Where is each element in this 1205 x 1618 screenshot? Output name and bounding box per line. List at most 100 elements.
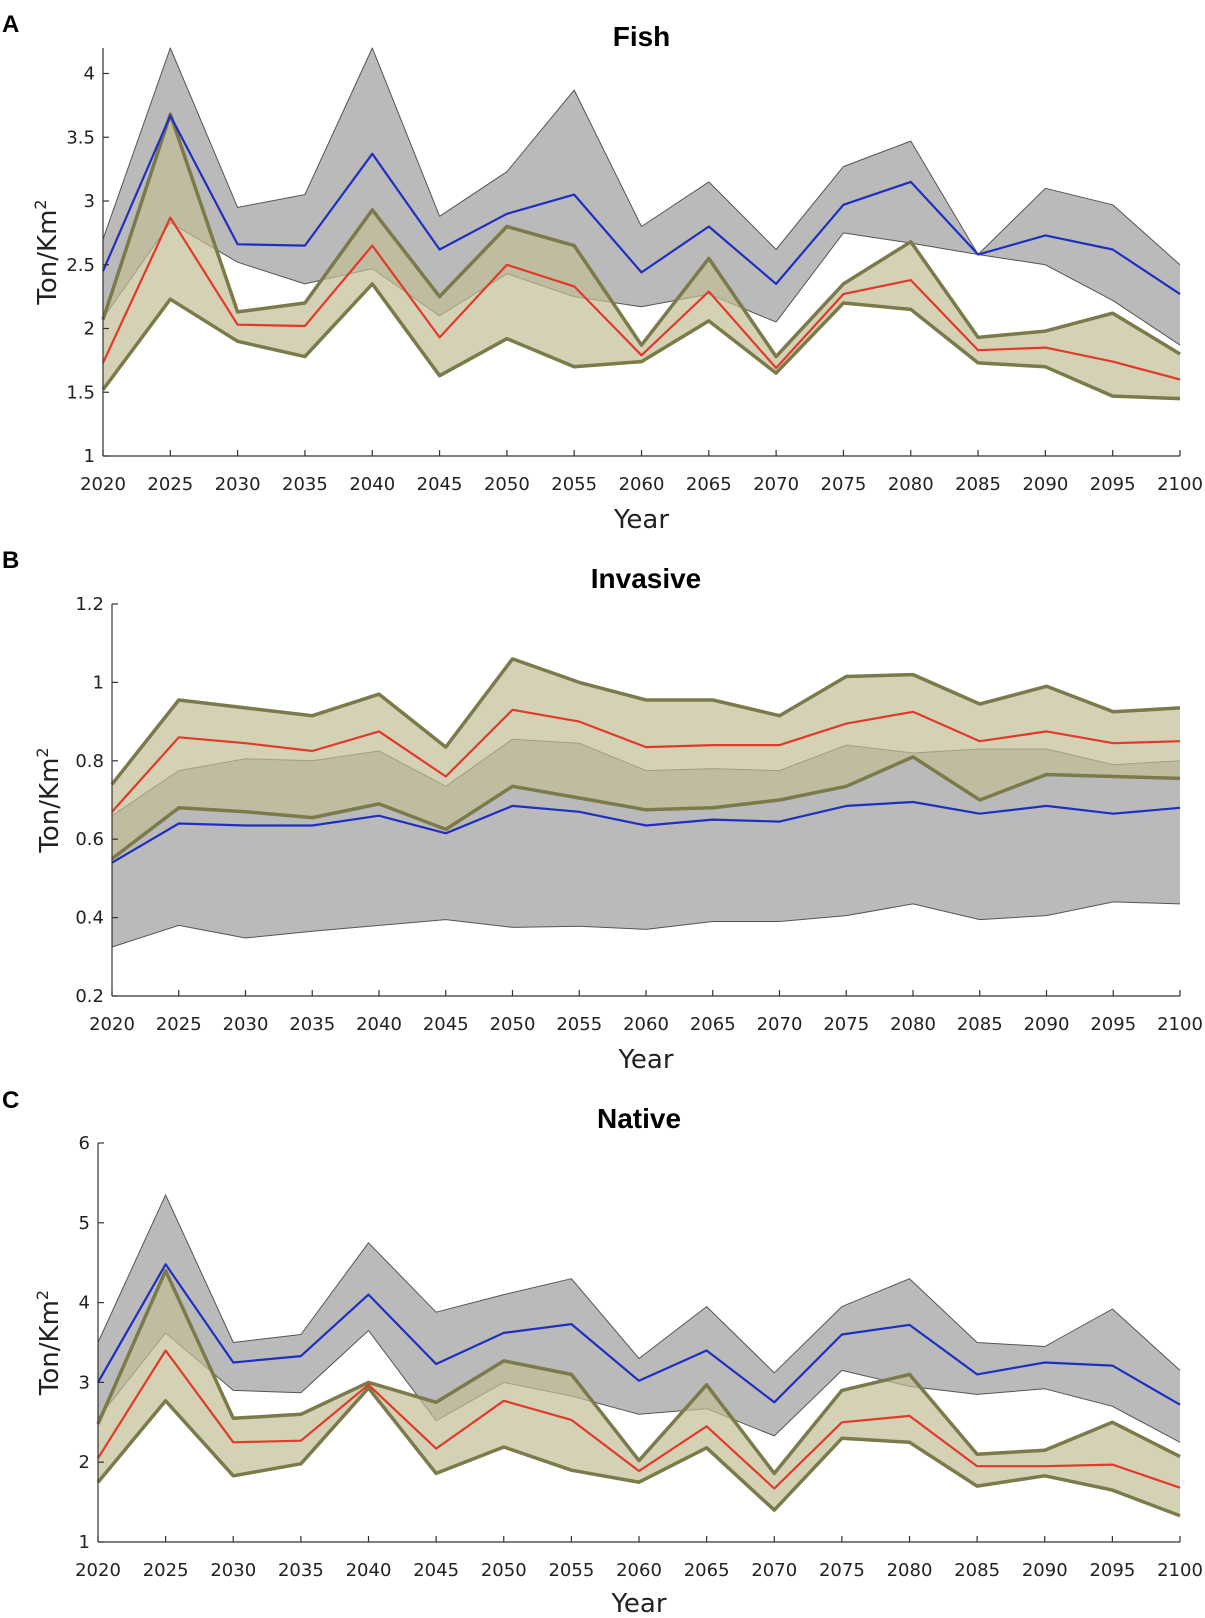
y-axis-label-base: Ton/Km [35,758,65,854]
x-tick-label: 2020 [80,474,126,495]
olive-band-upper-edge [101,112,1181,359]
y-tick-label: 1 [79,1532,90,1553]
x-axis-label: Year [617,1045,673,1075]
x-tick-label: 2045 [413,1560,459,1581]
y-tick-label: 3 [84,191,95,212]
x-tick-label: 2055 [556,1014,602,1035]
x-tick-label: 2055 [551,474,597,495]
x-tick-label: 2075 [823,1014,869,1035]
olive-band-fill [98,1270,1180,1516]
y-tick-label: 5 [79,1213,90,1234]
y-tick-label: 4 [84,64,95,85]
x-tick-label: 2075 [821,474,867,495]
y-axis-label: Ton/Km2 [33,747,65,853]
x-tick-label: 2030 [215,474,261,495]
grey-band-lower-edge [102,222,1181,346]
x-tick-label: 2040 [356,1014,402,1035]
olive-band-lower-edge [101,282,1181,401]
olive-band-fill [112,658,1180,859]
red-mean-line [97,1349,1181,1490]
x-tick-label: 2035 [289,1014,335,1035]
x-tick-label: 2035 [278,1560,324,1581]
x-tick-label: 2070 [751,1560,797,1581]
y-tick-label: 2 [84,319,95,340]
y-tick-label: 0.8 [75,751,104,772]
x-tick-label: 2060 [619,474,665,495]
x-tick-label: 2050 [484,474,530,495]
chart-title: Invasive [591,563,702,594]
x-tick-label: 2080 [890,1014,936,1035]
x-tick-label: 2100 [1157,474,1203,495]
y-axis-label: Ton/Km2 [33,1290,65,1396]
x-tick-label: 2035 [282,474,328,495]
panel-invasive: B Invasive 0.2 0.4 0.6 0.8 1 1.2 2020 2025 2030 203… [2,547,1203,1075]
x-tick-label: 2080 [888,474,934,495]
y-tick-label: 1.5 [66,382,95,403]
x-tick-label: 2085 [957,1014,1003,1035]
x-tick-label: 2025 [147,474,193,495]
x-tick-label: 2065 [684,1560,730,1581]
x-tick-label: 2040 [346,1560,392,1581]
chart-title: Fish [613,21,671,52]
y-tick-label: 0.4 [75,908,104,929]
x-tick-label: 2100 [1157,1560,1203,1581]
x-tick-label: 2075 [819,1560,865,1581]
grey-band-fill [103,48,1180,346]
x-tick-label: 2060 [616,1560,662,1581]
y-axis-label: Ton/Km2 [31,199,63,305]
y-tick-label: 3.5 [66,127,95,148]
x-tick-label: 2025 [156,1014,202,1035]
x-tick-label: 2065 [686,474,732,495]
y-axis-label-superscript: 2 [33,747,52,757]
x-tick-label: 2060 [623,1014,669,1035]
x-tick-label: 2030 [223,1014,269,1035]
y-tick-label: 0.2 [75,986,104,1007]
blue-mean-line [111,800,1181,864]
x-tick-label: 2045 [417,474,463,495]
panel-letter: A [2,11,19,38]
grey-band-lower-edge [97,1330,1181,1443]
grey-band-upper-edge [97,1194,1181,1374]
y-tick-label: 3 [79,1372,90,1393]
panel-native: C Native 1 2 3 4 5 6 2020 2025 2030 2035 2040 2045 205… [2,1087,1203,1618]
x-axis-label: Year [610,1589,666,1618]
red-mean-line [102,216,1181,381]
y-tick-label: 1 [93,672,104,693]
x-axis-label: Year [613,505,669,535]
x-tick-label: 2095 [1090,1014,1136,1035]
y-axis-label-base: Ton/Km [35,1300,65,1396]
x-tick-label: 2020 [89,1014,135,1035]
blue-mean-line [101,114,1181,296]
x-tick-label: 2095 [1090,474,1136,495]
x-tick-label: 2085 [954,1560,1000,1581]
x-tick-label: 2030 [210,1560,256,1581]
x-tick-label: 2020 [75,1560,121,1581]
y-axis-label-superscript: 2 [31,199,50,209]
chart-title: Native [597,1103,681,1134]
panel-letter: B [2,547,19,574]
red-mean-line [111,708,1181,813]
grey-band-fill [98,1194,1180,1443]
x-tick-label: 2050 [481,1560,527,1581]
grey-band-upper-edge [102,47,1181,266]
x-tick-label: 2090 [1022,474,1068,495]
y-axis-label-superscript: 2 [33,1290,52,1300]
blue-mean-line [97,1263,1181,1406]
y-tick-label: 2.5 [66,255,95,276]
x-tick-label: 2090 [1022,1560,1068,1581]
y-tick-label: 6 [79,1133,90,1154]
olive-band-upper-edge [110,657,1181,786]
x-tick-label: 2040 [349,474,395,495]
y-tick-label: 1.2 [75,594,104,615]
x-tick-label: 2095 [1089,1560,1135,1581]
olive-band-lower-edge [110,755,1181,861]
x-tick-label: 2080 [887,1560,933,1581]
x-tick-label: 2070 [757,1014,803,1035]
x-tick-label: 2065 [690,1014,736,1035]
x-tick-label: 2100 [1157,1014,1203,1035]
panel-fish: A Fish 1 1.5 2 2.5 3 3.5 4 2020 2025 2030 2035 2040 20… [2,11,1203,535]
x-tick-label: 2070 [753,474,799,495]
olive-band-lower-edge [96,1386,1181,1518]
x-tick-label: 2025 [143,1560,189,1581]
